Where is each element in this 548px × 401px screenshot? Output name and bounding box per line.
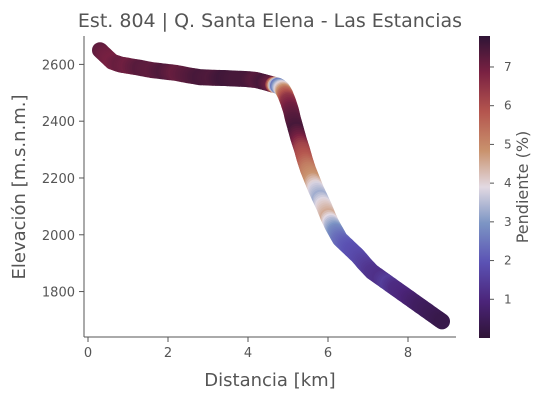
colorbar-tick-label: 1: [504, 292, 512, 306]
y-tick-label: 2400: [42, 115, 75, 130]
colorbar-gradient: [479, 36, 490, 338]
x-tick-label: 4: [244, 346, 252, 361]
plot-frame: [83, 36, 456, 338]
y-tick-label: 2200: [42, 172, 75, 187]
x-tick-label: 2: [164, 346, 172, 361]
colorbar-label: Pendiente (%): [513, 131, 532, 244]
colorbar-tick-label: 3: [504, 215, 512, 229]
colorbar-tick-label: 7: [504, 60, 512, 74]
y-tick-label: 2600: [42, 58, 75, 73]
y-axis-label: Elevación [m.s.n.m.]: [9, 95, 30, 280]
colorbar-tick-label: 4: [504, 176, 512, 190]
data-points: [92, 42, 450, 330]
y-tick-label: 1800: [42, 286, 75, 301]
data-point: [434, 313, 450, 330]
colorbar-tick-label: 5: [504, 137, 512, 151]
x-tick-label: 8: [404, 346, 412, 361]
x-ticks: 0 2 4 6 8: [84, 337, 412, 361]
colorbar-tick-label: 6: [504, 99, 512, 113]
x-tick-label: 0: [84, 346, 92, 361]
colorbar-tick-label: 2: [504, 254, 512, 268]
colorbar: 1 2 3 4 5 6 7 Pendiente (%): [479, 36, 532, 338]
x-tick-label: 6: [324, 346, 332, 361]
x-axis-label: Distancia [km]: [204, 370, 335, 391]
chart-title: Est. 804 | Q. Santa Elena - Las Estancia…: [78, 10, 462, 32]
y-ticks: 1800 2000 2200 2400 2600: [42, 58, 84, 301]
y-tick-label: 2000: [42, 229, 75, 244]
colorbar-ticks: 1 2 3 4 5 6 7: [490, 60, 512, 306]
